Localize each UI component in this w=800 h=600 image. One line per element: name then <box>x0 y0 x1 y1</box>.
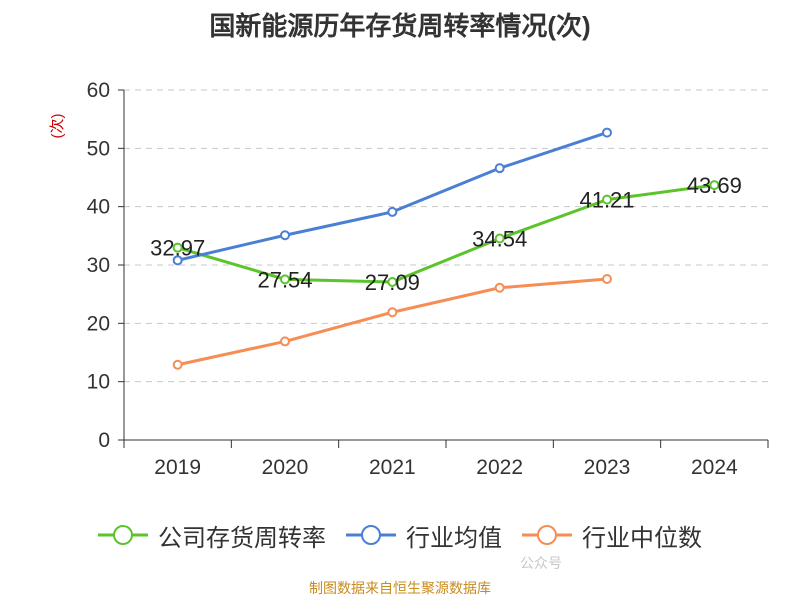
watermark: 公众号 <box>520 555 562 571</box>
legend-label-industry-median: 行业中位数 <box>582 524 702 552</box>
series-line-0 <box>177 183 715 284</box>
y-tick-label-50: 50 <box>87 137 110 160</box>
legend-marker-industry-median <box>522 525 572 545</box>
legend-item-company[interactable]: 公司存货周转率 <box>98 520 326 552</box>
series-0-point-2019 <box>172 242 183 253</box>
series-0-point-2023 <box>602 194 612 205</box>
data-label-2021: 27.09 <box>365 270 420 295</box>
legend-item-industry-median[interactable]: 行业中位数 <box>522 520 702 552</box>
y-tick-label-40: 40 <box>87 196 110 219</box>
series-1-point-2020 <box>280 230 290 241</box>
axes: 0 10 20 30 40 50 60 2019 2020 2021 2022 2023 2024 <box>87 79 769 479</box>
data-label-2020: 27.54 <box>257 267 312 292</box>
y-tick-label-30: 30 <box>87 254 110 277</box>
x-tick-label-2023: 2023 <box>584 456 631 479</box>
series-1-point-2023 <box>602 127 612 138</box>
series-0-point-2022 <box>494 233 505 244</box>
legend-label-company: 公司存货周转率 <box>158 524 326 552</box>
grid-lines <box>124 89 768 383</box>
series-0-point-2024 <box>709 180 720 191</box>
series-1-point-2021 <box>387 206 398 217</box>
data-label-2019: 32.97 <box>150 236 205 261</box>
series <box>172 127 720 370</box>
legend-marker-company <box>98 525 148 545</box>
series-line-1 <box>177 131 608 262</box>
chart-title: 国新能源历年存货周转率情况(次) <box>209 11 591 41</box>
series-2-point-2023 <box>602 274 612 284</box>
x-tick-label-2024: 2024 <box>691 456 738 479</box>
y-tick-label-10: 10 <box>87 371 110 394</box>
x-tick-label-2019: 2019 <box>154 456 201 479</box>
source-note: 制图数据来自恒生聚源数据库 <box>309 580 491 596</box>
x-tick-label-2021: 2021 <box>369 456 416 479</box>
data-labels: 32.97 27.54 27.09 34.54 41.21 43.69 <box>150 173 742 295</box>
legend-marker-industry-mean <box>346 525 396 545</box>
y-tick-label-0: 0 <box>98 429 110 452</box>
series-2-point-2019 <box>172 359 183 370</box>
y-tick-label-20: 20 <box>87 312 110 335</box>
series-1-point-2022 <box>494 163 505 174</box>
series-2-point-2022 <box>494 282 505 293</box>
series-1-point-2019 <box>172 255 183 266</box>
data-label-2023: 41.21 <box>579 188 634 213</box>
data-label-2024: 43.69 <box>687 173 742 198</box>
series-0-point-2021 <box>387 276 398 287</box>
x-tick-label-2022: 2022 <box>476 456 523 479</box>
series-2-point-2020 <box>280 336 290 347</box>
y-tick-label-60: 60 <box>87 79 110 102</box>
x-tick-label-2020: 2020 <box>262 456 309 479</box>
data-label-2022: 34.54 <box>472 227 527 252</box>
line-chart: 0 10 20 30 40 50 60 2019 2020 2021 2022 2023 2024 (次… <box>49 79 769 479</box>
series-0-point-2020 <box>280 274 290 285</box>
legend-item-industry-mean[interactable]: 行业均值 <box>346 520 502 552</box>
series-2-point-2021 <box>387 307 398 318</box>
y-axis-label: (次) <box>49 114 66 139</box>
legend-label-industry-mean: 行业均值 <box>406 524 502 552</box>
